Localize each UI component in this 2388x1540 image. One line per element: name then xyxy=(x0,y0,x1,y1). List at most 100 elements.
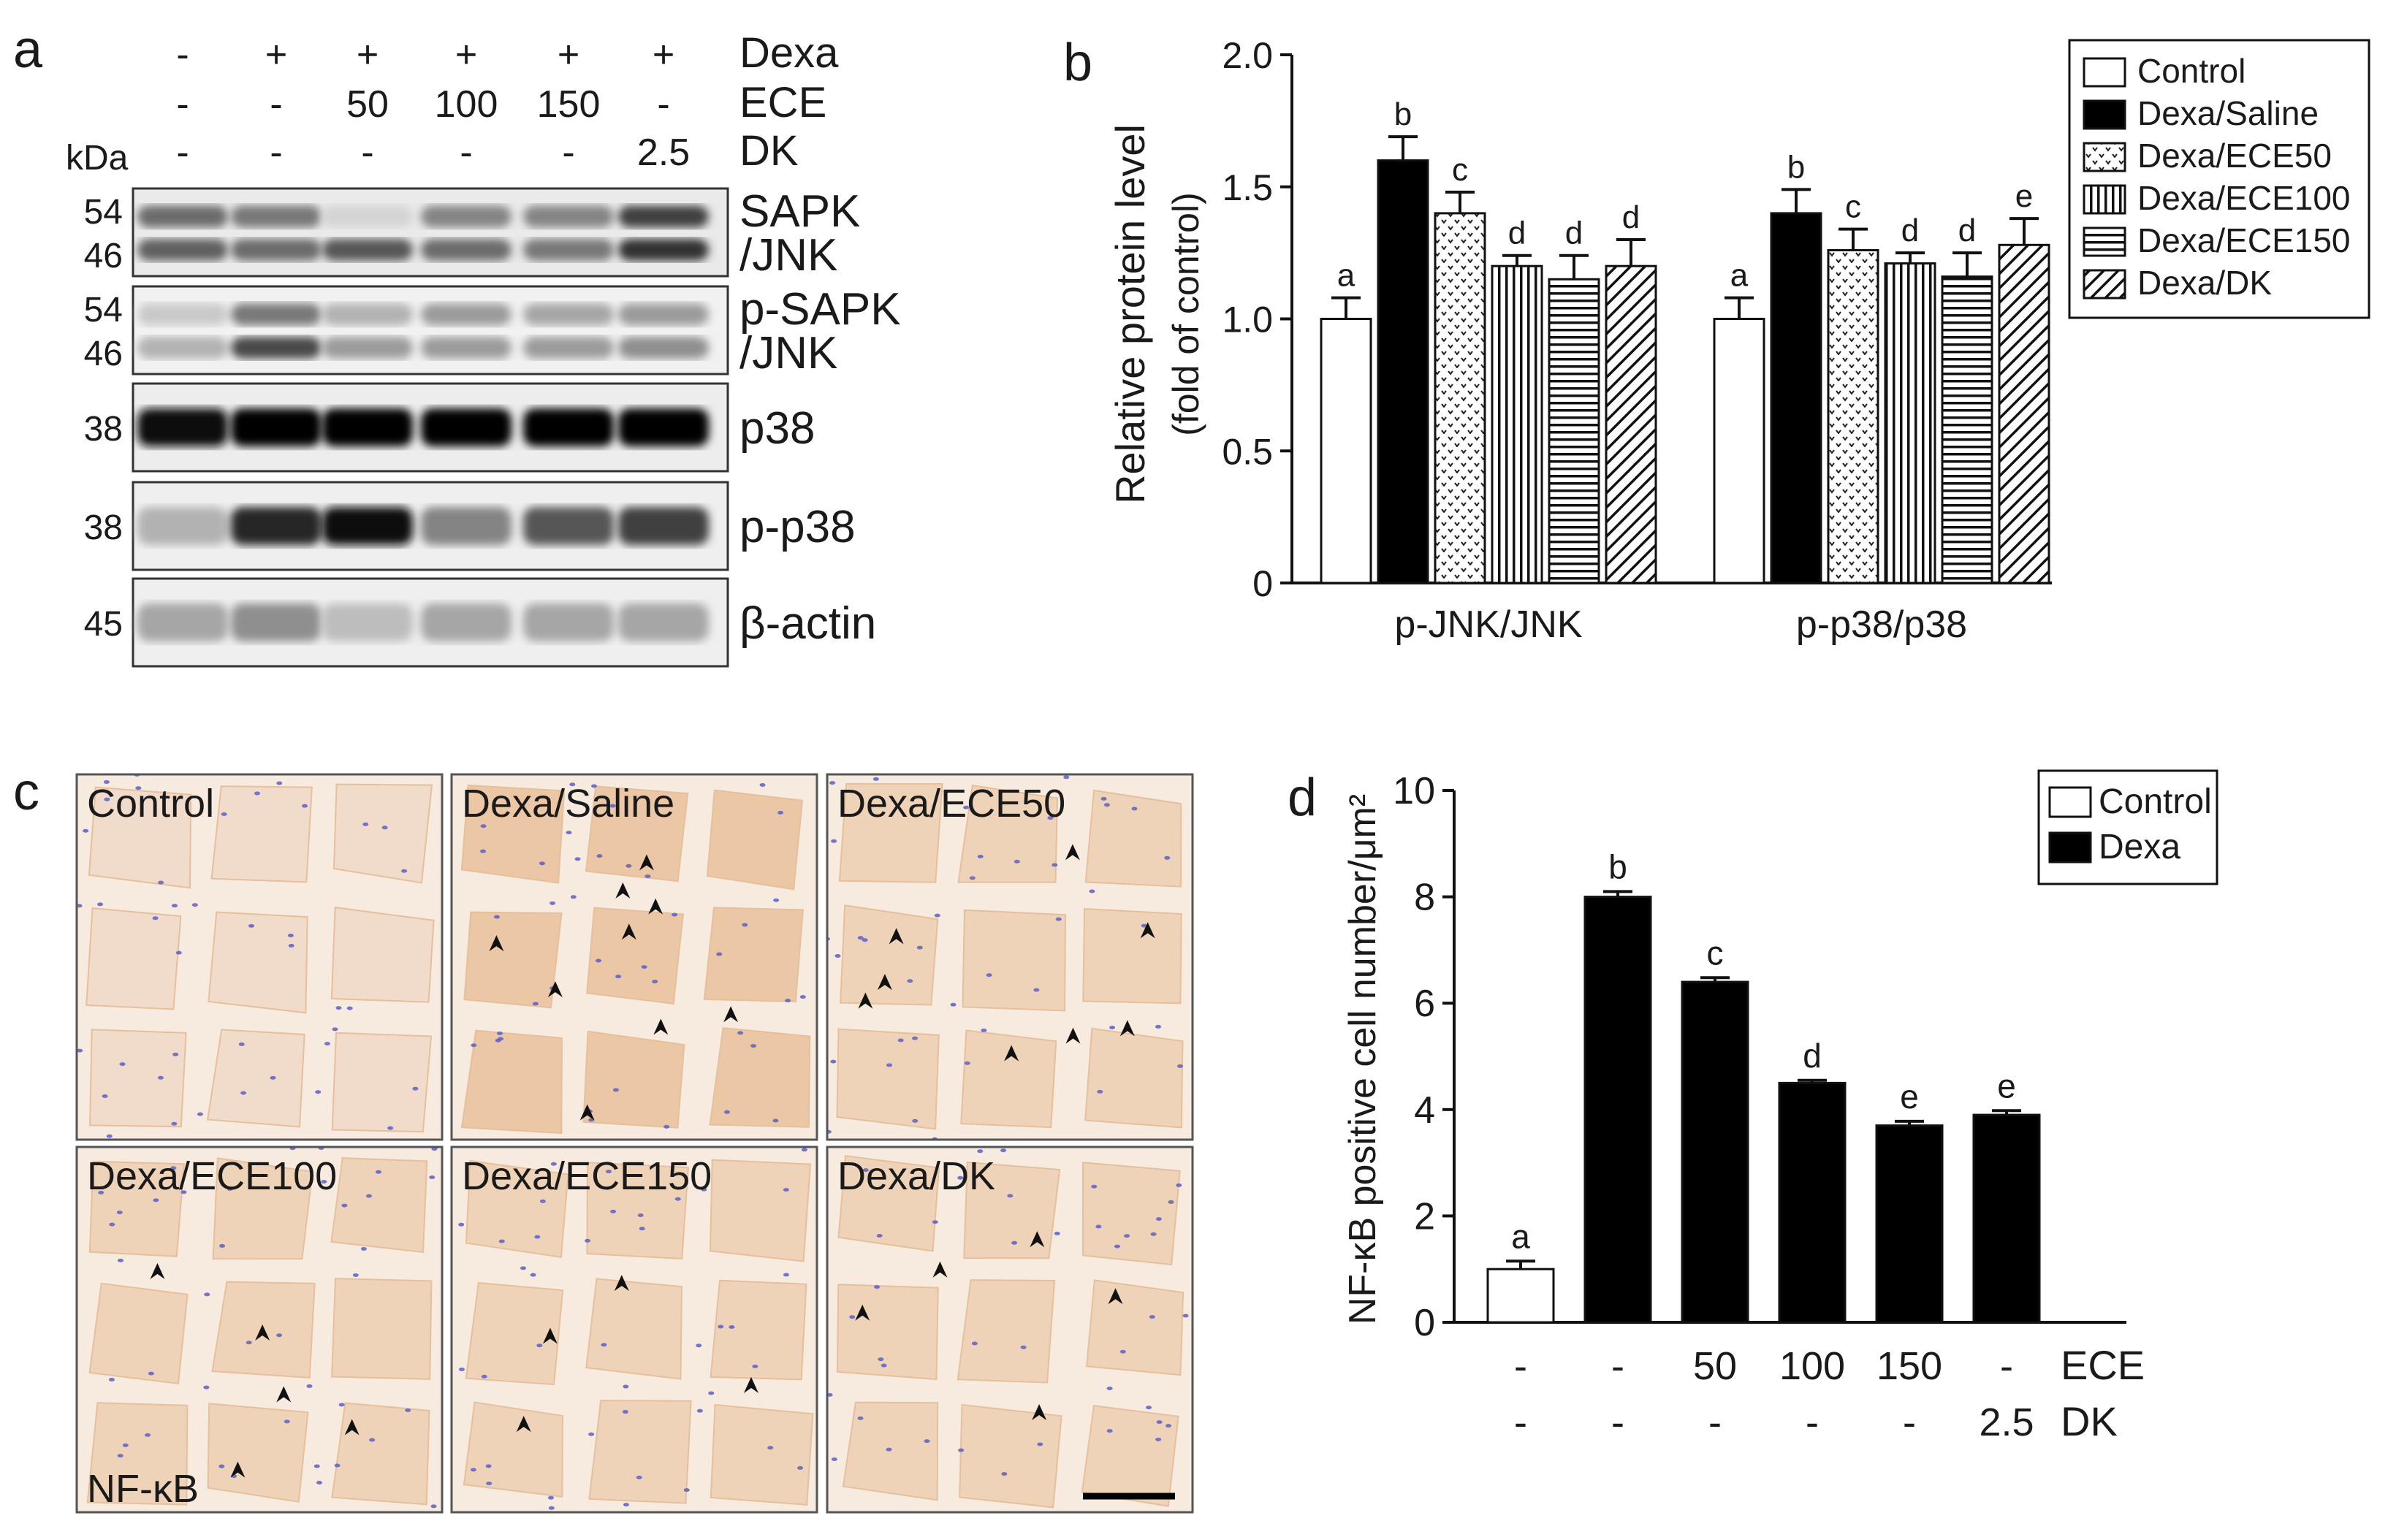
arrowhead-icon xyxy=(489,935,504,952)
chart-d-bar xyxy=(1486,1268,1555,1324)
chart-b-bar-group: b xyxy=(1377,96,1429,584)
histology-frame xyxy=(450,1146,818,1514)
nucleus xyxy=(1001,1472,1008,1476)
muscle-fiber xyxy=(330,1157,428,1254)
chart-d-ece-value: - xyxy=(1514,1344,1527,1388)
treatment-value: - xyxy=(460,131,472,174)
nucleus xyxy=(98,1190,104,1194)
chart-b-bar xyxy=(1713,318,1765,584)
nucleus xyxy=(857,936,864,940)
chart-b-bar xyxy=(1770,212,1822,584)
nucleus xyxy=(849,1315,856,1319)
nucleus xyxy=(270,1075,276,1080)
chart-b-bar xyxy=(1998,243,2050,584)
nucleus xyxy=(365,1194,372,1198)
nucleus xyxy=(881,1363,887,1368)
muscle-fiber xyxy=(837,1155,940,1252)
blot-band xyxy=(523,205,614,228)
nucleus xyxy=(493,915,500,919)
blot-band xyxy=(421,239,512,261)
nucleus xyxy=(103,780,110,785)
nucleus xyxy=(1000,1148,1007,1153)
treatment-value: + xyxy=(558,34,579,76)
nucleus xyxy=(834,953,841,958)
nucleus xyxy=(1091,1184,1098,1189)
blot-band xyxy=(523,239,614,261)
nucleus xyxy=(429,1175,436,1179)
blot-band xyxy=(523,603,614,641)
chart-b-x-tick-label: p-JNK/JNK xyxy=(1394,603,1582,646)
arrowhead-icon xyxy=(614,1275,629,1292)
chart-b-y-axis-label-line1: Relative protein level xyxy=(1107,124,1153,504)
muscle-fiber xyxy=(85,907,182,1010)
muscle-fiber xyxy=(836,1028,940,1130)
histology-tile: Control xyxy=(75,773,444,1141)
nucleus xyxy=(932,1220,938,1224)
nucleus xyxy=(238,1042,245,1046)
arrowhead-icon xyxy=(653,1018,669,1035)
chart-d-significance-letter: e xyxy=(1997,1067,2016,1105)
nucleus xyxy=(1054,1232,1060,1236)
treatment-value: + xyxy=(357,34,379,76)
nucleus xyxy=(498,1239,505,1243)
nucleus xyxy=(718,1324,724,1329)
nucleus xyxy=(302,804,308,808)
nucleus xyxy=(777,810,784,815)
nucleus xyxy=(957,1175,964,1180)
muscle-fiber xyxy=(959,1403,1062,1509)
blot-strip: 45 β-actin xyxy=(84,577,876,668)
arrowhead-icon xyxy=(255,1324,270,1341)
histology-tile: Dexa/ECE100 xyxy=(75,1146,444,1514)
blot-band xyxy=(322,205,413,228)
nucleus xyxy=(1007,1194,1014,1198)
nucleus xyxy=(570,895,577,899)
muscle-fiber xyxy=(331,1402,430,1506)
western-blot-panel: - + + + + + Dexa - - 50 100 150 - ECE - - - - - 2.5 DK kDa 5… xyxy=(66,29,901,668)
chart-b-significance-letter: a xyxy=(1730,258,1749,294)
nucleus xyxy=(912,1036,919,1040)
treatment-value: 150 xyxy=(537,83,601,126)
blot-strips: 54 46 SAPK/JNK 54 46 p-SAPK/JNK 38 p38 38 p-p38 45… xyxy=(84,186,901,668)
chart-d-bar xyxy=(1583,896,1652,1324)
chart-b-legend-label: Dexa/ECE100 xyxy=(2137,179,2351,217)
nucleus xyxy=(171,904,178,908)
nucleus xyxy=(862,1168,869,1173)
chart-d-ece-value: 150 xyxy=(1876,1344,1942,1388)
muscle-fiber xyxy=(710,1403,814,1506)
chart-d-legend-swatch xyxy=(2048,786,2092,818)
nucleus xyxy=(641,965,647,969)
blot-band xyxy=(231,603,322,641)
nucleus xyxy=(1119,1349,1126,1354)
nucleus xyxy=(596,958,602,963)
chart-b-bar xyxy=(1434,212,1486,584)
blot-band xyxy=(523,408,614,446)
nucleus xyxy=(1014,859,1020,864)
nucleus xyxy=(785,999,791,1003)
chart-b: Relative protein level (fold of control) … xyxy=(1107,35,2370,646)
chart-b-significance-letter: d xyxy=(1565,216,1583,251)
muscle-fiber xyxy=(212,1157,313,1260)
mw-marker: 46 xyxy=(84,237,123,275)
histology-tile: Dexa/Saline xyxy=(450,773,818,1141)
chart-b-y-tick-label: 1.0 xyxy=(1222,300,1273,340)
nucleus xyxy=(916,945,923,950)
treatment-table: - + + + + + Dexa - - 50 100 150 - ECE - - - - - 2.5 DK xyxy=(176,29,839,175)
nucleus xyxy=(315,1090,322,1094)
chart-d-bar-group: b - - xyxy=(1583,847,1652,1444)
arrowhead-icon xyxy=(855,1304,870,1321)
nucleus xyxy=(532,1002,539,1006)
nucleus xyxy=(696,1343,702,1348)
stain-label: NF-κB xyxy=(87,1467,199,1511)
chart-b-bar xyxy=(1941,275,1993,584)
chart-b-legend: Control Dexa/Saline Dexa/ECE50 Dexa/ECE100 D… xyxy=(2068,39,2370,319)
muscle-fiber xyxy=(586,1162,689,1259)
nucleus xyxy=(831,839,837,843)
nucleus xyxy=(158,880,164,885)
blot-strip-frame xyxy=(132,285,729,376)
nucleus xyxy=(480,824,487,828)
chart-b-significance-letter: a xyxy=(1337,258,1355,294)
nucleus xyxy=(1156,1420,1163,1425)
nucleus xyxy=(1168,1200,1174,1204)
treatment-value: - xyxy=(270,83,282,126)
nucleus xyxy=(1176,1183,1182,1187)
